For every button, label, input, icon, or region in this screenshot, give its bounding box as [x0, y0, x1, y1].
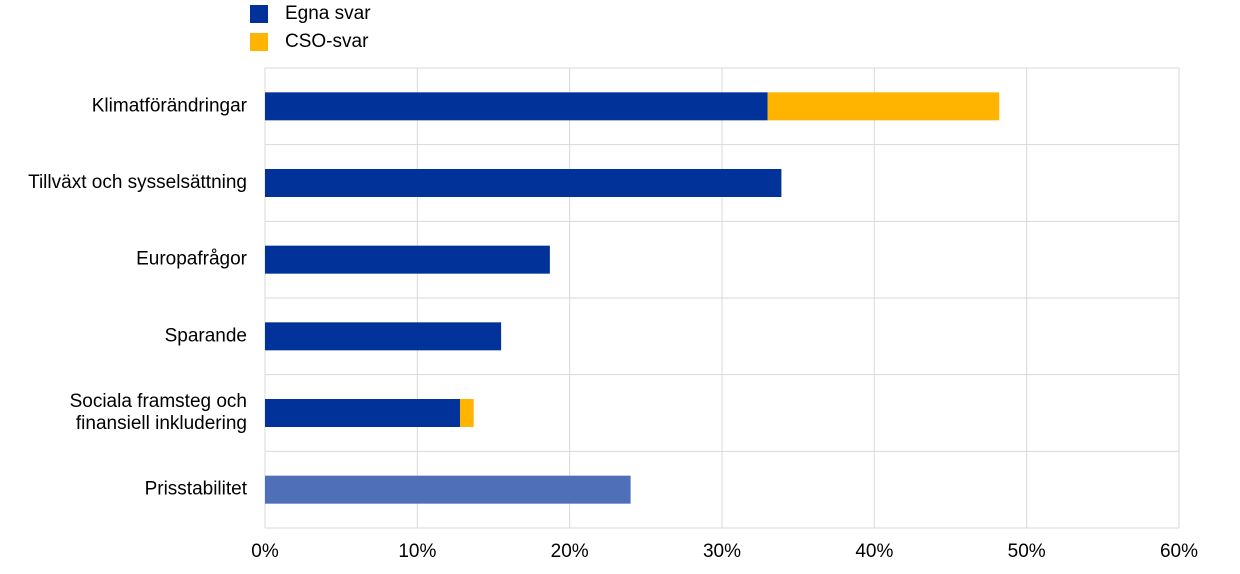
y-tick-label: Tillväxt och sysselsättning: [28, 172, 247, 193]
bar: [265, 245, 550, 274]
y-tick-label: Sociala framsteg och finansiell inkluderi…: [70, 391, 247, 434]
y-tick-label: Klimatförändringar: [92, 95, 248, 116]
y-tick-label: Europafrågor: [136, 249, 248, 270]
bar: [265, 475, 631, 504]
x-tick-label: 30%: [703, 541, 741, 562]
legend-swatch: [250, 33, 268, 51]
x-tick-label: 0%: [251, 541, 279, 562]
x-tick-label: 10%: [398, 541, 436, 562]
bar: [459, 399, 474, 427]
y-tick-label: Prisstabilitet: [145, 479, 248, 500]
x-tick-label: 40%: [855, 541, 893, 562]
y-tick-label: Sparande: [165, 325, 247, 346]
bar: [265, 322, 502, 351]
bar: [767, 92, 1000, 121]
bar: [265, 399, 460, 427]
legend-swatch: [250, 5, 268, 23]
x-tick-label: 20%: [551, 541, 589, 562]
bar: [265, 92, 768, 121]
x-tick-label: 60%: [1160, 541, 1198, 562]
legend-label: Egna svar: [285, 3, 371, 24]
legend-label: CSO-svar: [285, 31, 369, 52]
bar: [265, 169, 782, 197]
x-tick-label: 50%: [1008, 541, 1046, 562]
